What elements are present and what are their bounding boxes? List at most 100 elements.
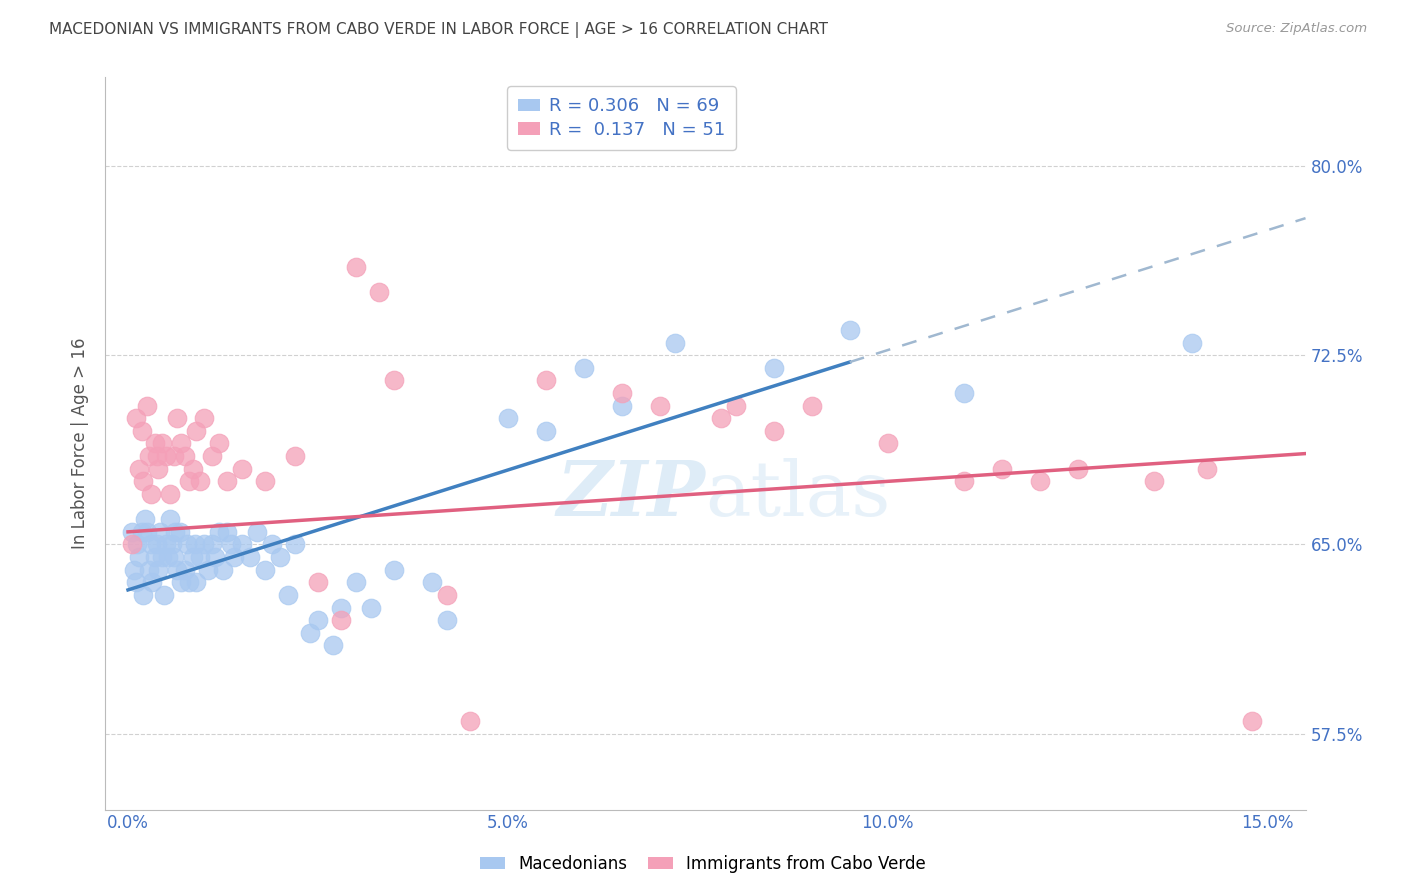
Point [134,512,156,526]
Point [200,537,222,551]
Point [197,563,219,577]
Text: ZIP: ZIP [557,458,706,532]
Point [156,550,179,565]
Point [219,537,242,551]
Point [344,575,367,590]
Point [277,588,299,602]
Point [143,550,166,565]
Point [1241,714,1264,729]
Point [136,524,159,539]
Point [132,475,155,489]
Point [169,524,191,539]
Point [231,537,253,551]
Point [876,436,898,450]
Point [165,524,187,539]
Point [150,550,173,565]
Point [1028,475,1050,489]
Legend: R = 0.306   N = 69, R =  0.137   N = 51: R = 0.306 N = 69, R = 0.137 N = 51 [508,87,735,150]
Point [800,399,823,413]
Point [146,537,169,551]
Point [193,411,215,425]
Point [186,424,208,438]
Point [664,335,686,350]
Point [127,537,149,551]
Point [1195,461,1218,475]
Point [329,613,352,627]
Point [166,411,188,425]
Point [200,449,222,463]
Point [215,524,238,539]
Point [193,537,215,551]
Point [139,487,162,501]
Point [1142,475,1164,489]
Point [139,537,162,551]
Point [166,563,188,577]
Point [224,550,246,565]
Point [534,424,557,438]
Point [253,475,276,489]
Point [238,550,260,565]
Point [572,360,595,375]
Point [610,386,633,401]
Text: atlas: atlas [706,458,891,532]
Point [231,461,253,475]
Text: MACEDONIAN VS IMMIGRANTS FROM CABO VERDE IN LABOR FORCE | AGE > 16 CORRELATION C: MACEDONIAN VS IMMIGRANTS FROM CABO VERDE… [49,22,828,38]
Point [420,575,443,590]
Point [496,411,519,425]
Point [269,550,291,565]
Point [153,588,176,602]
Point [184,537,207,551]
Point [188,475,211,489]
Point [177,475,200,489]
Point [1180,335,1202,350]
Point [344,260,367,274]
Point [436,613,458,627]
Point [186,575,208,590]
Point [159,512,181,526]
Point [208,524,231,539]
Point [307,575,329,590]
Point [253,563,276,577]
Point [149,524,172,539]
Point [150,436,173,450]
Point [128,461,150,475]
Point [131,424,153,438]
Point [121,537,143,551]
Point [121,524,143,539]
Point [212,563,235,577]
Point [534,373,557,387]
Point [208,436,231,450]
Point [160,537,183,551]
Point [155,449,177,463]
Point [648,399,671,413]
Text: Source: ZipAtlas.com: Source: ZipAtlas.com [1226,22,1367,36]
Point [436,588,458,602]
Point [367,285,389,299]
Point [284,449,307,463]
Point [155,537,177,551]
Point [174,563,197,577]
Point [148,461,170,475]
Point [610,399,633,413]
Point [262,537,284,551]
Point [162,449,184,463]
Point [709,411,731,425]
Point [124,411,146,425]
Point [138,563,160,577]
Point [128,550,150,565]
Point [307,613,329,627]
Point [724,399,747,413]
Point [162,550,184,565]
Point [170,575,193,590]
Point [143,436,166,450]
Point [148,563,170,577]
Point [188,550,211,565]
Point [122,563,145,577]
Point [322,639,344,653]
Y-axis label: In Labor Force | Age > 16: In Labor Force | Age > 16 [72,338,89,549]
Point [762,424,785,438]
Point [990,461,1012,475]
Point [952,386,974,401]
Point [246,524,269,539]
Point [382,563,405,577]
